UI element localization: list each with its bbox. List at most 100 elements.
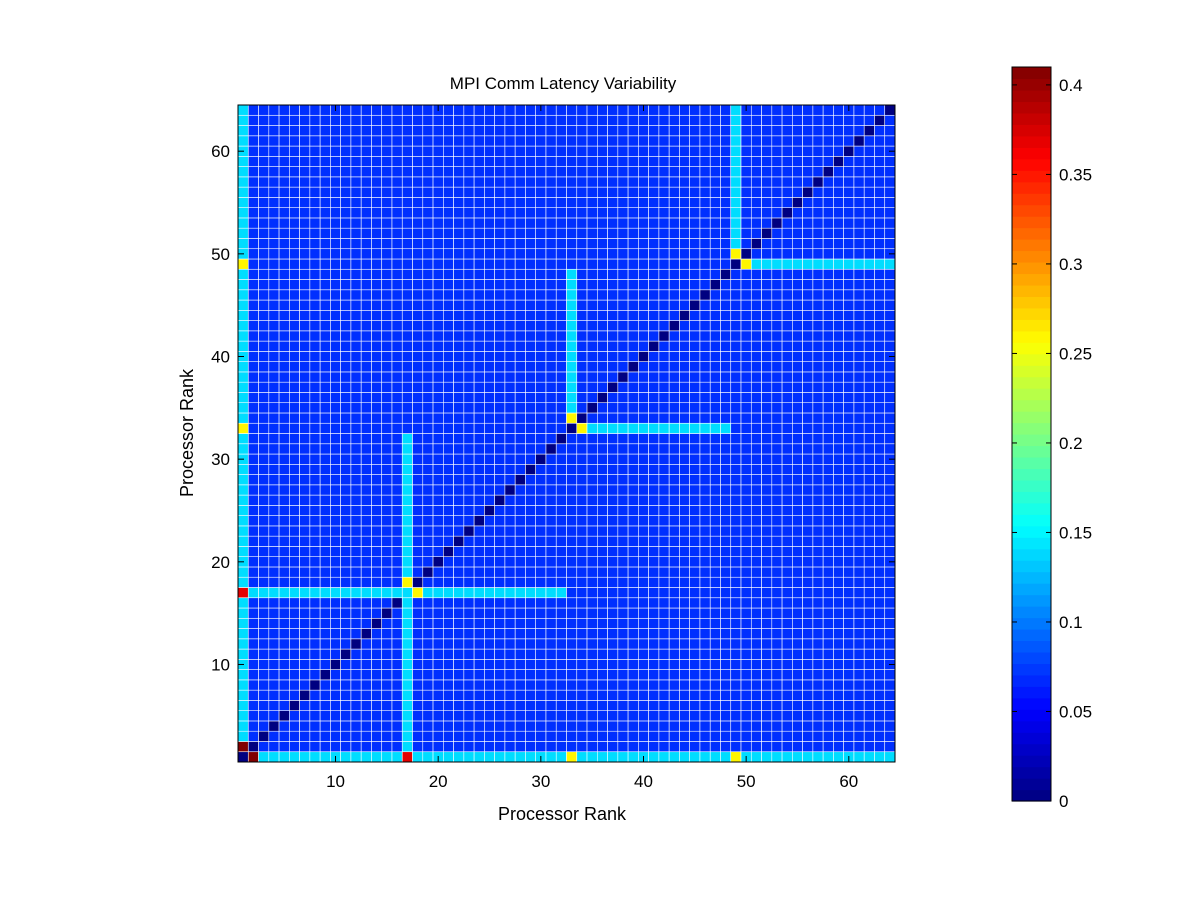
heatmap-cell: [360, 217, 372, 229]
heatmap-cell: [278, 289, 290, 301]
heatmap-cell: [340, 669, 352, 681]
heatmap-cell: [679, 720, 690, 732]
colorbar-swatch: [1012, 686, 1051, 699]
heatmap-cell: [289, 463, 300, 475]
heatmap-cell: [391, 422, 403, 434]
heatmap-cell: [514, 371, 526, 383]
heatmap-cell: [750, 628, 762, 640]
heatmap-cell: [843, 659, 855, 670]
heatmap-cell: [720, 125, 732, 137]
heatmap-cell: [237, 125, 249, 137]
heatmap-cell: [607, 617, 619, 629]
heatmap-cell: [514, 587, 526, 599]
heatmap-cell: [463, 474, 475, 486]
heatmap-cell: [484, 525, 495, 537]
heatmap-cell: [412, 474, 424, 486]
heatmap-cell: [627, 463, 639, 475]
heatmap-cell: [607, 525, 619, 537]
heatmap-cell: [843, 700, 855, 711]
heatmap-cell: [863, 576, 875, 588]
heatmap-cell: [391, 340, 403, 352]
heatmap-cell: [740, 453, 752, 465]
colorbar-swatch: [1012, 170, 1051, 183]
heatmap-cell: [535, 422, 547, 434]
heatmap-cell: [638, 422, 649, 434]
heatmap-cell: [432, 145, 444, 157]
heatmap-cell: [453, 392, 465, 404]
heatmap-cell: [258, 135, 270, 147]
heatmap-cell: [484, 279, 495, 291]
heatmap-cell: [689, 248, 701, 260]
heatmap-cell: [679, 556, 690, 568]
heatmap-cell: [792, 700, 803, 711]
heatmap-cell: [596, 351, 608, 362]
heatmap-cell: [884, 207, 896, 219]
heatmap-cell: [504, 268, 516, 280]
heatmap-cell: [289, 751, 300, 763]
heatmap-cell: [289, 412, 300, 424]
heatmap-cell: [443, 433, 454, 445]
heatmap-cell: [648, 453, 660, 465]
heatmap-cell: [607, 741, 619, 753]
heatmap-cell: [350, 751, 362, 763]
heatmap-cell: [340, 617, 352, 629]
heatmap-cell: [884, 402, 896, 414]
heatmap-cell: [648, 145, 660, 157]
heatmap-cell: [330, 556, 341, 568]
heatmap-cell: [535, 114, 547, 126]
heatmap-cell: [289, 114, 300, 126]
heatmap-cell: [319, 371, 331, 383]
heatmap-cell: [258, 669, 270, 681]
heatmap-cell: [525, 628, 537, 640]
heatmap-cell: [247, 710, 259, 722]
heatmap-cell: [258, 320, 270, 332]
heatmap-cell: [340, 443, 352, 455]
heatmap-cell: [874, 433, 886, 445]
heatmap-cell: [289, 433, 300, 445]
heatmap-cell: [412, 453, 424, 465]
heatmap-cell: [371, 576, 383, 588]
heatmap-cell: [781, 299, 793, 311]
heatmap-cell: [309, 484, 321, 496]
heatmap-cell: [484, 556, 495, 568]
heatmap-cell: [371, 741, 383, 753]
heatmap-cell: [545, 751, 557, 763]
heatmap-cell: [401, 710, 413, 722]
heatmap-cell: [761, 689, 773, 701]
heatmap-cell: [761, 268, 773, 280]
heatmap-cell: [453, 587, 465, 599]
heatmap-cell: [576, 299, 588, 311]
heatmap-cell: [237, 700, 249, 711]
heatmap-cell: [566, 679, 578, 691]
heatmap-cell: [720, 289, 732, 301]
heatmap-cell: [576, 515, 588, 527]
heatmap-cell: [884, 135, 896, 147]
heatmap-cell: [750, 351, 762, 362]
heatmap-cell: [289, 535, 300, 547]
heatmap-cell: [720, 176, 732, 188]
heatmap-cell: [278, 258, 290, 270]
heatmap-cell: [555, 104, 567, 116]
heatmap-cell: [514, 145, 526, 157]
heatmap-cell: [473, 720, 485, 732]
heatmap-cell: [391, 751, 403, 763]
heatmap-cell: [822, 340, 834, 352]
heatmap-cell: [545, 720, 557, 732]
heatmap-cell: [843, 381, 855, 393]
heatmap-cell: [668, 587, 680, 599]
heatmap-cell: [586, 207, 598, 219]
heatmap-cell: [350, 607, 362, 619]
heatmap-cell: [607, 710, 619, 722]
heatmap-cell: [627, 207, 639, 219]
heatmap-cell: [278, 248, 290, 260]
heatmap-cell: [863, 494, 875, 506]
heatmap-cell: [535, 484, 547, 496]
heatmap-cell: [843, 217, 855, 229]
heatmap-cell: [648, 689, 660, 701]
heatmap-cell: [874, 443, 886, 455]
heatmap-cell: [720, 669, 732, 681]
heatmap-cell: [596, 628, 608, 640]
heatmap-cell: [463, 320, 475, 332]
heatmap-cell: [371, 166, 383, 178]
heatmap-cell: [720, 474, 732, 486]
